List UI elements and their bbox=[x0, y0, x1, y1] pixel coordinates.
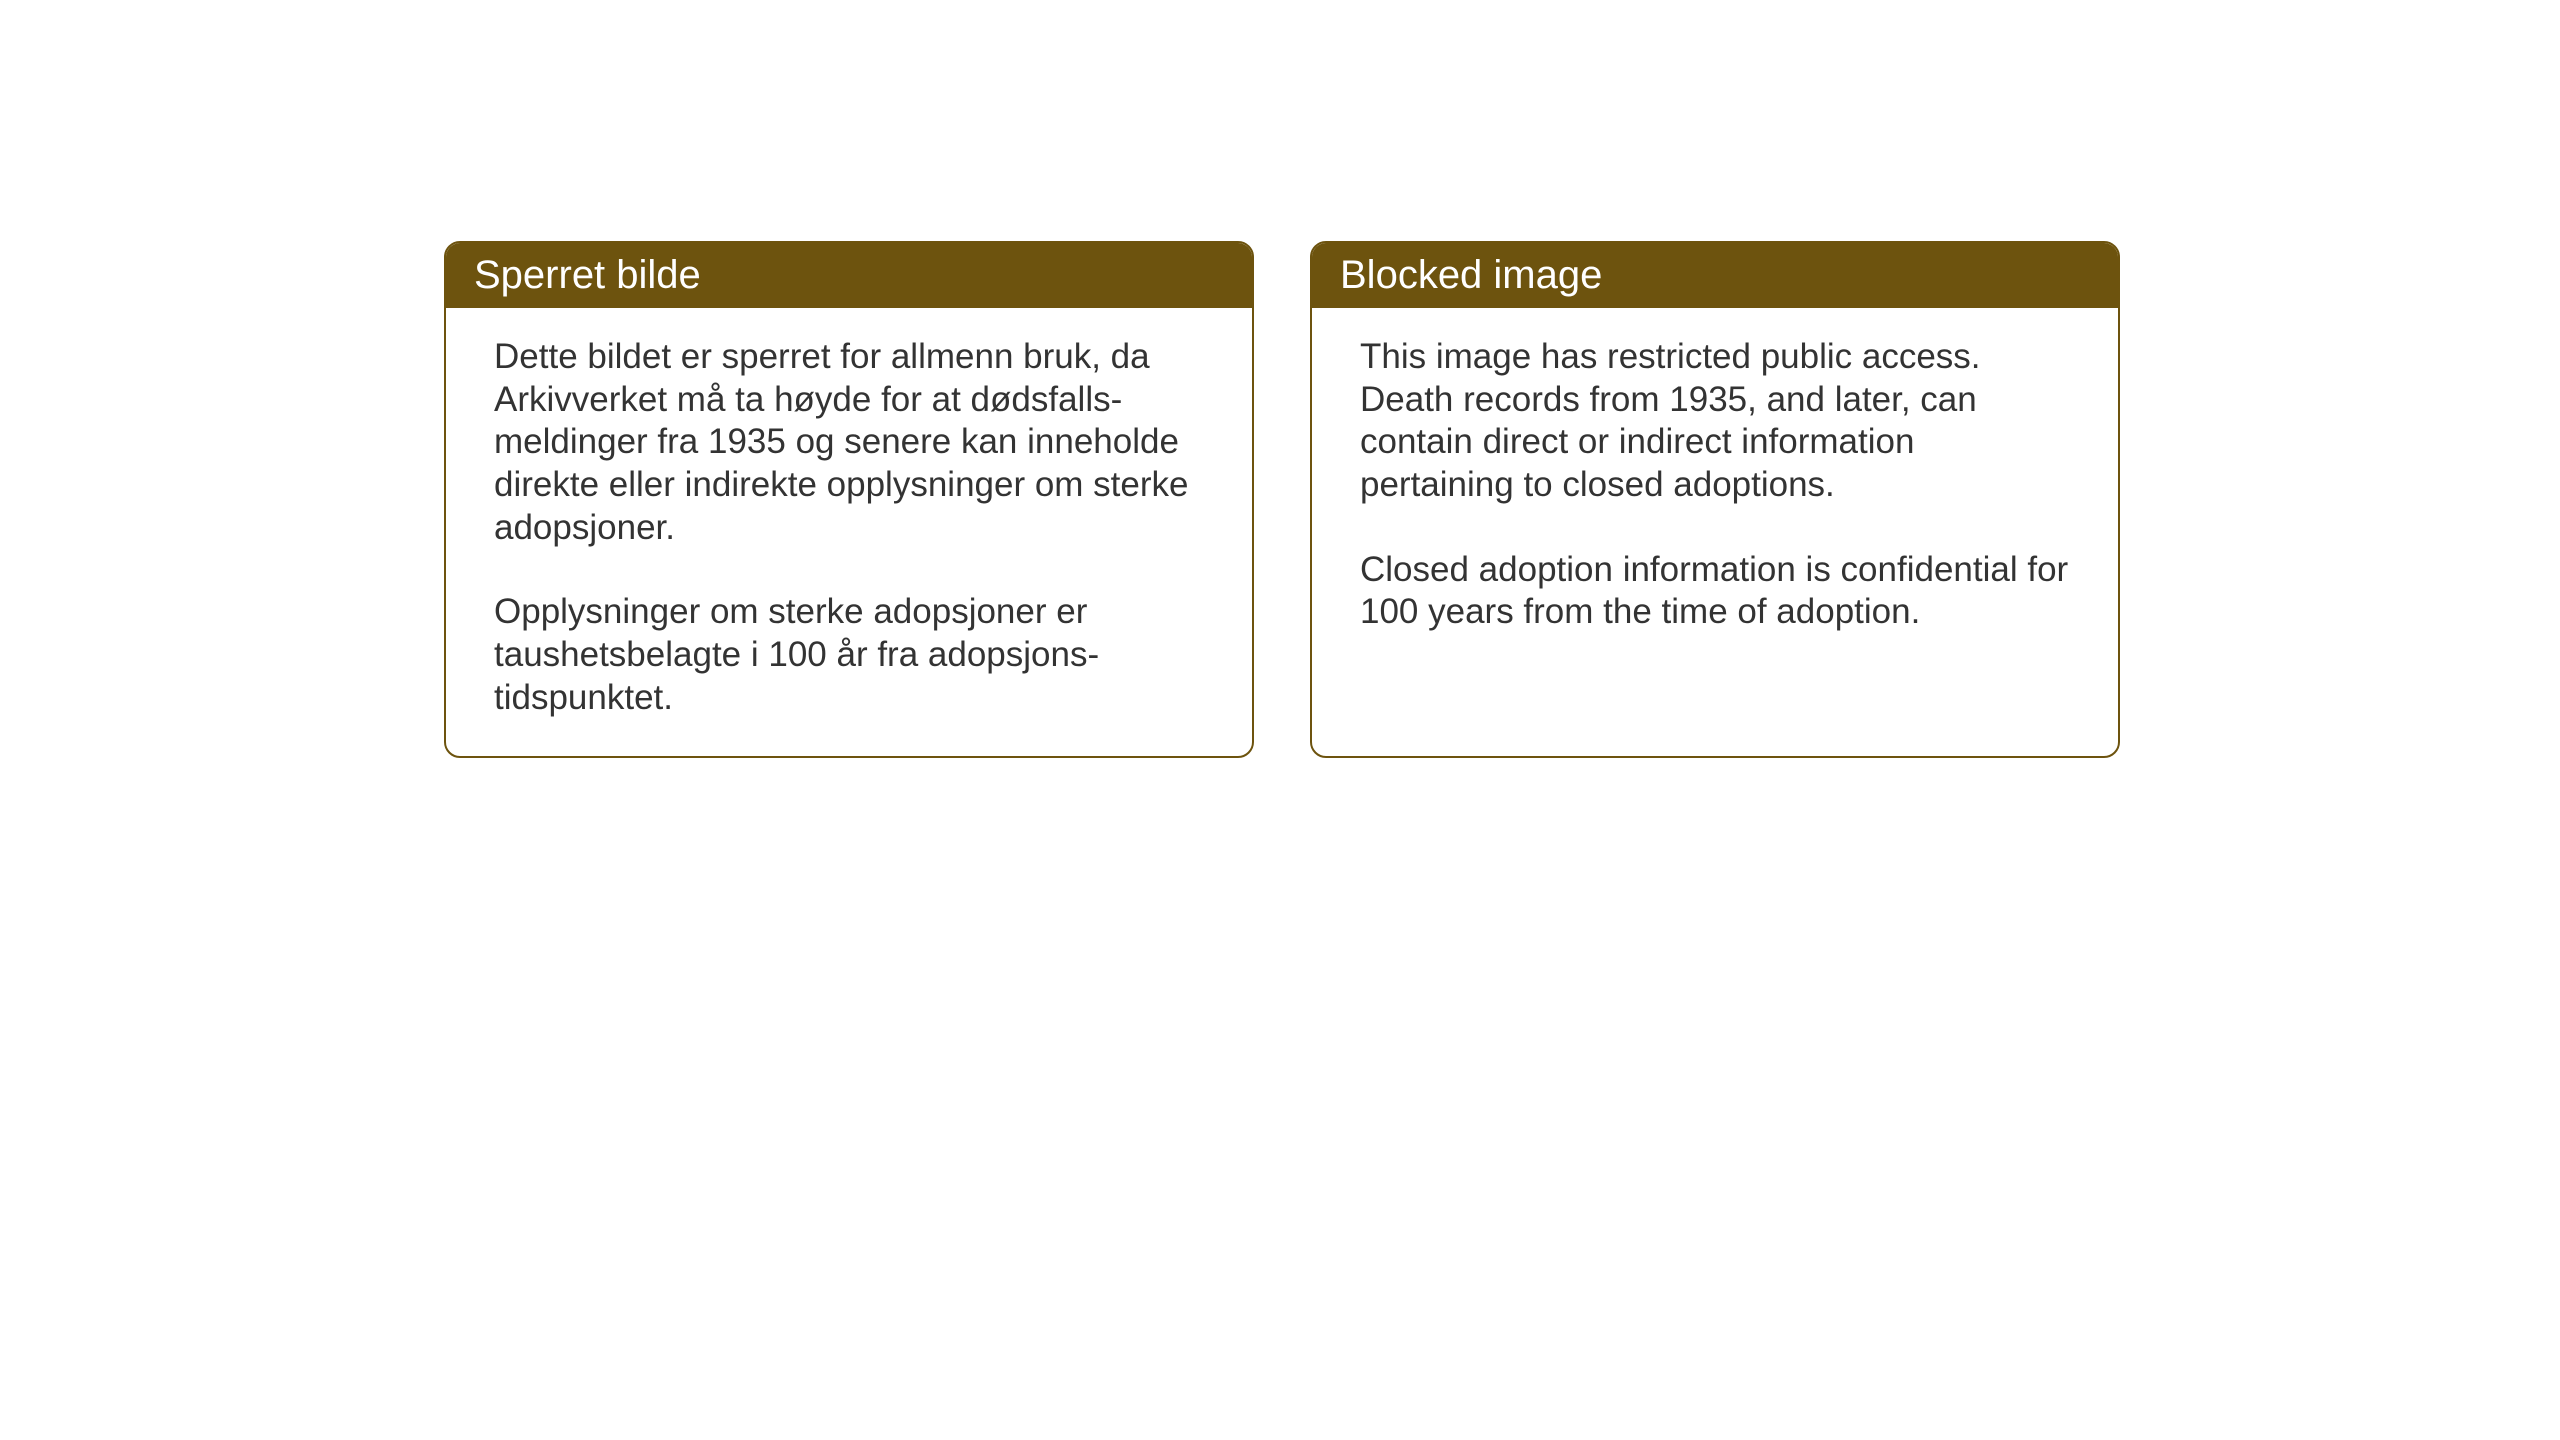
english-card: Blocked image This image has restricted … bbox=[1310, 241, 2120, 758]
english-paragraph-1: This image has restricted public access.… bbox=[1360, 336, 2070, 507]
norwegian-card: Sperret bilde Dette bildet er sperret fo… bbox=[444, 241, 1254, 758]
english-card-header: Blocked image bbox=[1312, 243, 2118, 308]
english-card-title: Blocked image bbox=[1340, 253, 1602, 297]
english-paragraph-2: Closed adoption information is confident… bbox=[1360, 549, 2070, 634]
norwegian-card-header: Sperret bilde bbox=[446, 243, 1252, 308]
norwegian-card-title: Sperret bilde bbox=[474, 253, 701, 297]
norwegian-paragraph-1: Dette bildet er sperret for allmenn bruk… bbox=[494, 336, 1204, 549]
cards-container: Sperret bilde Dette bildet er sperret fo… bbox=[444, 241, 2120, 758]
norwegian-card-body: Dette bildet er sperret for allmenn bruk… bbox=[446, 308, 1252, 756]
norwegian-paragraph-2: Opplysninger om sterke adopsjoner er tau… bbox=[494, 591, 1204, 719]
english-card-body: This image has restricted public access.… bbox=[1312, 308, 2118, 670]
